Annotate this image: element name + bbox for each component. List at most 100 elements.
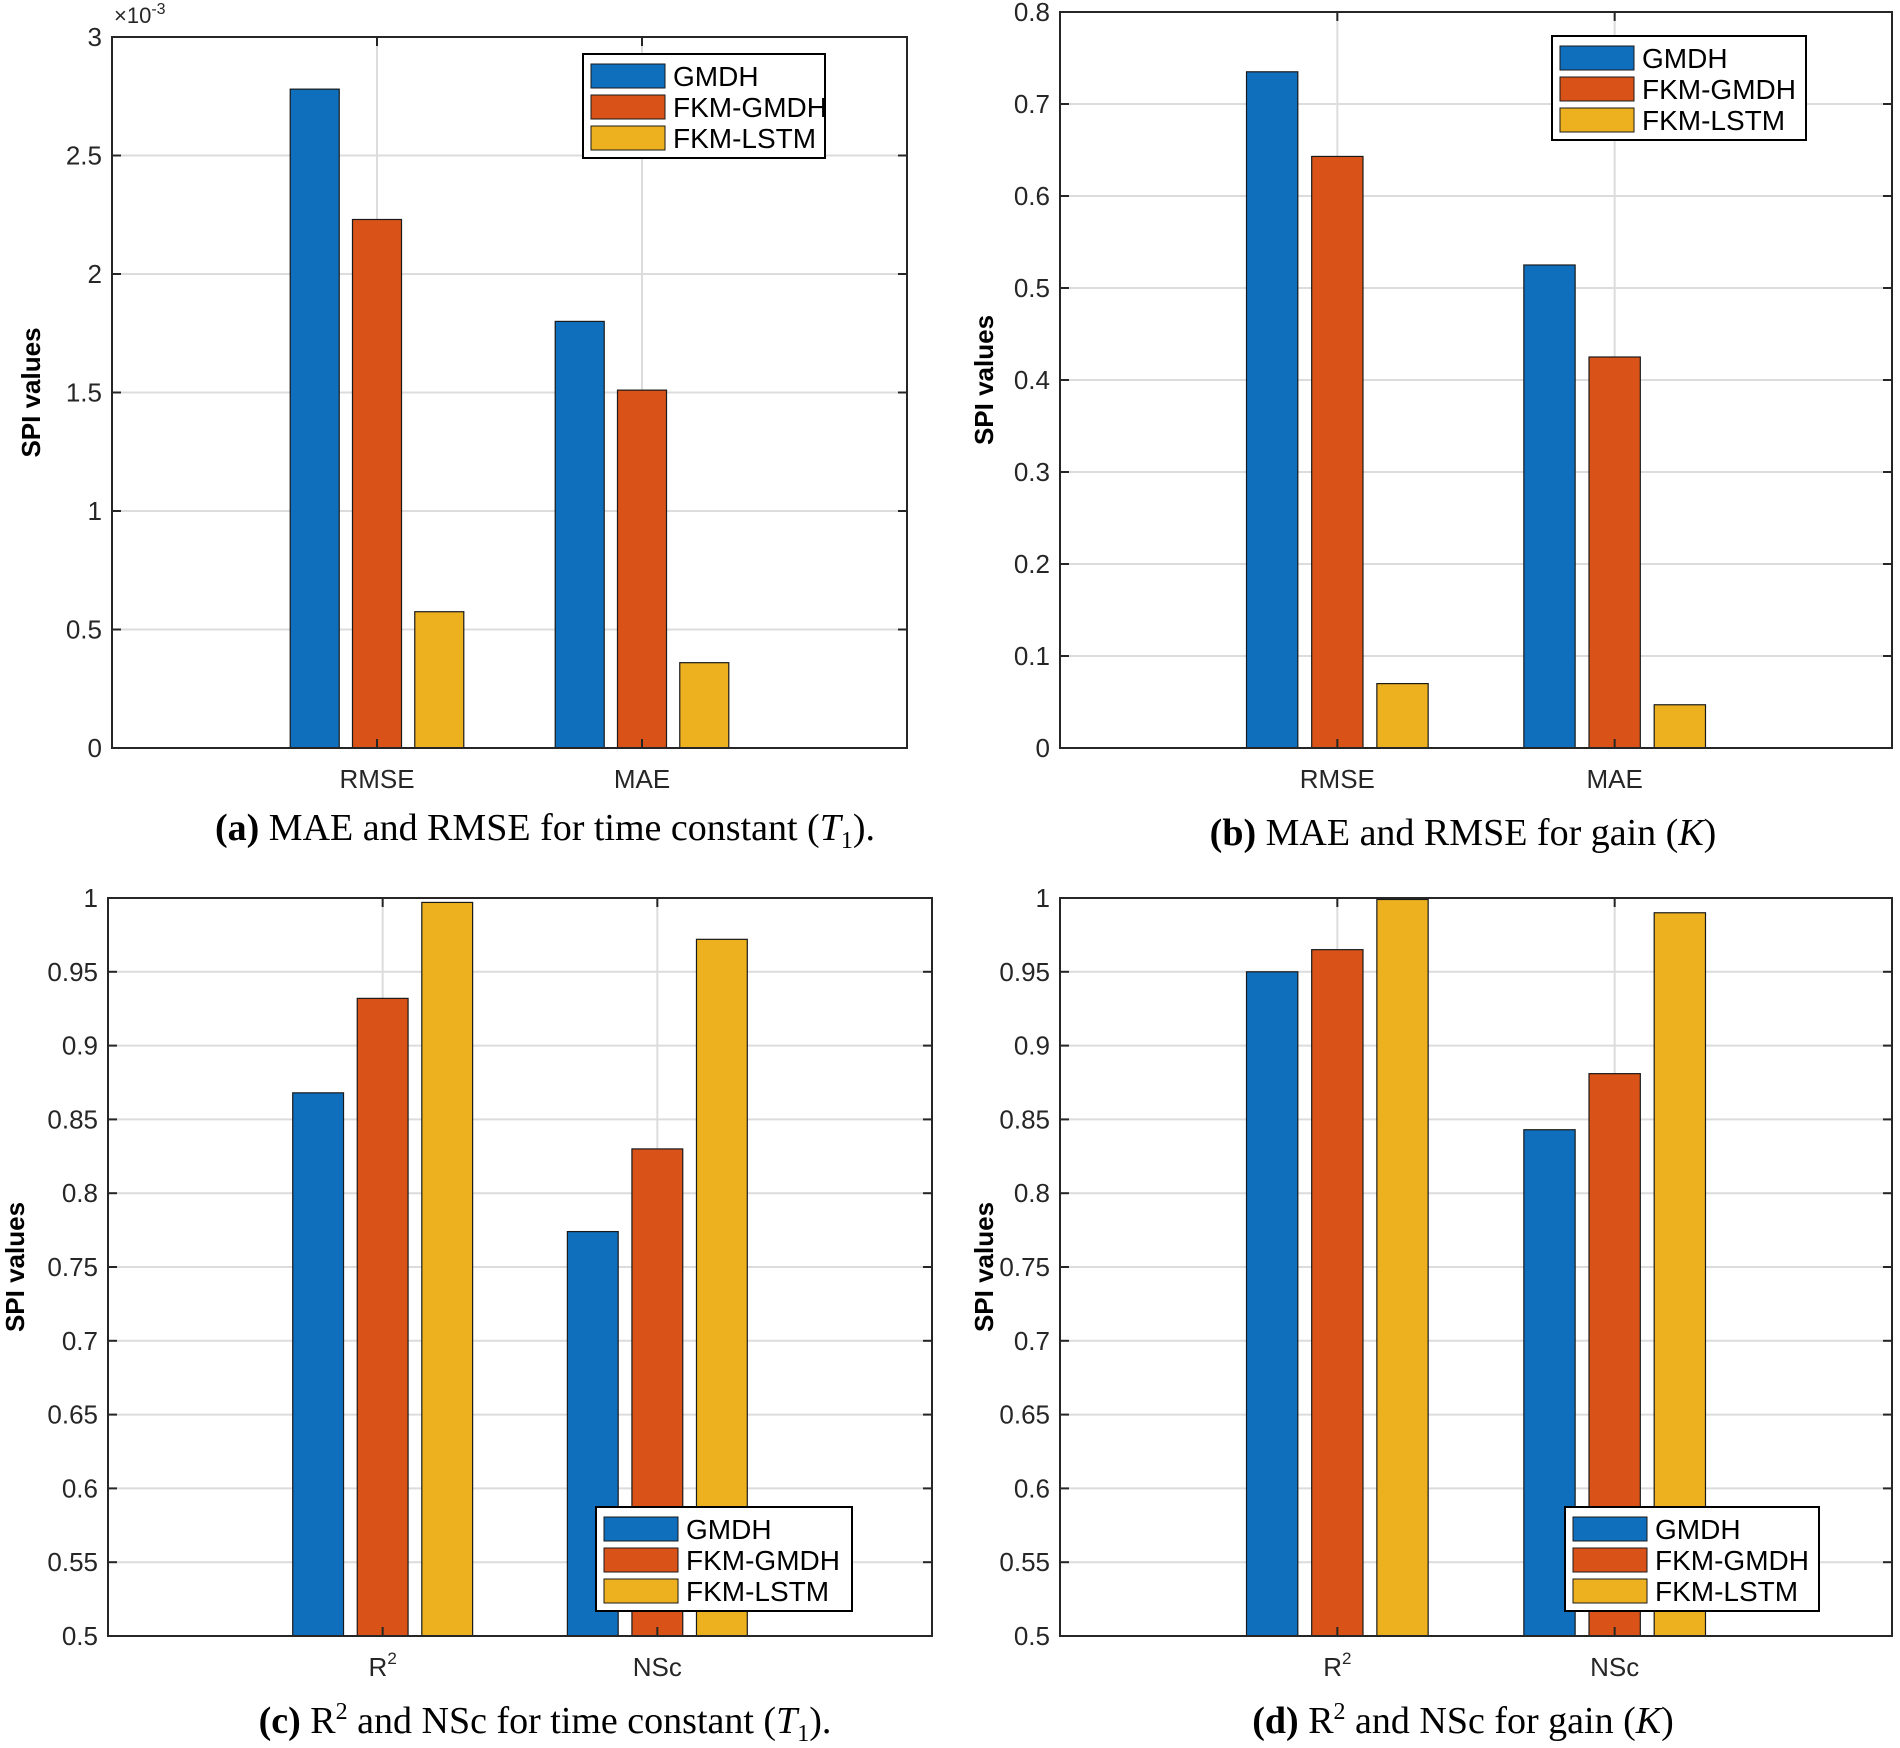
y-axis-label: SPI values — [969, 315, 999, 445]
legend-label-fkm-gmdh: FKM-GMDH — [1642, 74, 1796, 105]
y-tick-label: 0.4 — [1014, 365, 1050, 395]
category-superscript: 2 — [1342, 1649, 1351, 1668]
caption-label: (a) — [215, 807, 259, 849]
y-tick-label: 0.5 — [1014, 1621, 1050, 1651]
panel-caption: (b) MAE and RMSE for gain (K) — [1210, 812, 1717, 854]
x-category-label: NSc — [633, 1652, 682, 1682]
legend-swatch-fkm-gmdh — [590, 94, 666, 120]
y-tick-label: 0.95 — [47, 957, 98, 987]
caption-label: (c) — [259, 1700, 301, 1742]
y-tick-label: 0.6 — [62, 1473, 98, 1503]
y-tick-label: 0.9 — [1014, 1031, 1050, 1061]
exponent-power: -3 — [151, 1, 165, 18]
y-tick-label: 0.8 — [1014, 0, 1050, 27]
legend-swatch-gmdh — [1572, 1516, 1648, 1542]
y-tick-label: 0.65 — [999, 1400, 1050, 1430]
y-tick-label: 3 — [88, 22, 102, 52]
caption-symbol: K — [1635, 1700, 1663, 1742]
bar-fkm-gmdh-r — [1311, 949, 1364, 1637]
x-category-label: MAE — [1586, 764, 1642, 794]
chart-panel-b: 0 0.1 0.2 0.3 0.4 0.5 0.6 0.7 0.8 RMSE MAE SPI valu… — [969, 0, 1893, 854]
y-tick-label: 0 — [1036, 733, 1050, 763]
y-tick-label: 0.5 — [1014, 273, 1050, 303]
y-tick-label: 0.7 — [1014, 1326, 1050, 1356]
y-tick-label: 0 — [88, 733, 102, 763]
y-tick-label: 0.95 — [999, 957, 1050, 987]
y-tick-label: 0.7 — [1014, 89, 1050, 119]
legend-swatch-gmdh — [603, 1516, 679, 1542]
bar-fkm-lstm-rmse — [1376, 682, 1429, 749]
category-text: RMSE — [1300, 764, 1375, 794]
legend-swatch-fkm-gmdh — [1572, 1547, 1648, 1573]
bar-fkm-lstm-r — [1376, 898, 1429, 1637]
caption-symbol: T — [820, 807, 844, 849]
legend-swatch-gmdh — [590, 63, 666, 89]
bar-fkm-gmdh-r — [356, 997, 409, 1637]
caption-end: ). — [853, 807, 875, 849]
legend-label-fkm-lstm: FKM-LSTM — [1655, 1576, 1798, 1607]
legend-label-gmdh: GMDH — [1655, 1514, 1741, 1545]
y-tick-label: 0.1 — [1014, 641, 1050, 671]
bar-gmdh-mae — [554, 320, 605, 749]
caption-end: ) — [1661, 1700, 1674, 1742]
x-category-label: RMSE — [1300, 764, 1375, 794]
y-tick-label: 0.85 — [47, 1104, 98, 1134]
y-tick-label: 0.55 — [47, 1547, 98, 1577]
caption-label: (d) — [1252, 1700, 1298, 1742]
y-tick-label: 1.5 — [66, 378, 102, 408]
y-tick-label: 0.85 — [999, 1104, 1050, 1134]
y-tick-label: 0.5 — [66, 615, 102, 645]
y-tick-label: 0.65 — [47, 1400, 98, 1430]
y-tick-label: 0.8 — [62, 1178, 98, 1208]
legend-label-gmdh: GMDH — [1642, 43, 1728, 74]
legend-swatch-fkm-lstm — [1572, 1578, 1648, 1604]
y-tick-label: 0.75 — [999, 1252, 1050, 1282]
legend-label-gmdh: GMDH — [673, 61, 759, 92]
x-category-label: MAE — [614, 764, 670, 794]
legend-label-fkm-lstm: FKM-LSTM — [686, 1576, 829, 1607]
bar-gmdh-rmse — [1245, 71, 1299, 749]
bar-fkm-lstm-rmse — [414, 611, 465, 749]
bar-gmdh-rmse — [289, 88, 340, 749]
bar-fkm-lstm-mae — [679, 662, 730, 749]
y-tick-label: 0.7 — [62, 1326, 98, 1356]
caption-symbol: K — [1677, 812, 1705, 854]
caption-text: MAE and RMSE for gain ( — [1256, 812, 1678, 854]
category-text: R — [1323, 1652, 1342, 1682]
y-tick-label: 0.75 — [47, 1252, 98, 1282]
legend-swatch-fkm-lstm — [1559, 107, 1635, 133]
caption-text: R — [301, 1700, 337, 1742]
caption-text: and NSc for time constant ( — [348, 1700, 776, 1742]
caption-superscript: 2 — [1334, 1699, 1346, 1725]
caption-subscript: 1 — [841, 828, 853, 854]
y-tick-label: 0.2 — [1014, 549, 1050, 579]
panel-caption: (a) MAE and RMSE for time constant (T1). — [215, 807, 875, 854]
bar-fkm-gmdh-rmse — [351, 218, 403, 749]
category-text: NSc — [1590, 1652, 1639, 1682]
caption-end: ). — [809, 1700, 831, 1742]
y-tick-label: 1 — [1036, 883, 1050, 913]
y-tick-label: 0.9 — [62, 1031, 98, 1061]
legend-label-fkm-gmdh: FKM-GMDH — [1655, 1545, 1809, 1576]
y-tick-label: 2 — [88, 259, 102, 289]
bar-fkm-gmdh-mae — [1588, 356, 1641, 749]
y-tick-label: 0.3 — [1014, 457, 1050, 487]
y-tick-label: 0.55 — [999, 1547, 1050, 1577]
category-superscript: 2 — [387, 1649, 396, 1668]
y-tick-label: 0.5 — [62, 1621, 98, 1651]
legend-swatch-fkm-lstm — [590, 125, 666, 151]
y-tick-label: 2.5 — [66, 141, 102, 171]
legend-swatch-fkm-lstm — [603, 1578, 679, 1604]
caption-text: MAE and RMSE for time constant ( — [259, 807, 819, 849]
legend-label-fkm-gmdh: FKM-GMDH — [673, 92, 827, 123]
category-text: MAE — [1586, 764, 1642, 794]
bar-gmdh-r — [292, 1092, 345, 1637]
bar-fkm-gmdh-rmse — [1311, 155, 1364, 749]
